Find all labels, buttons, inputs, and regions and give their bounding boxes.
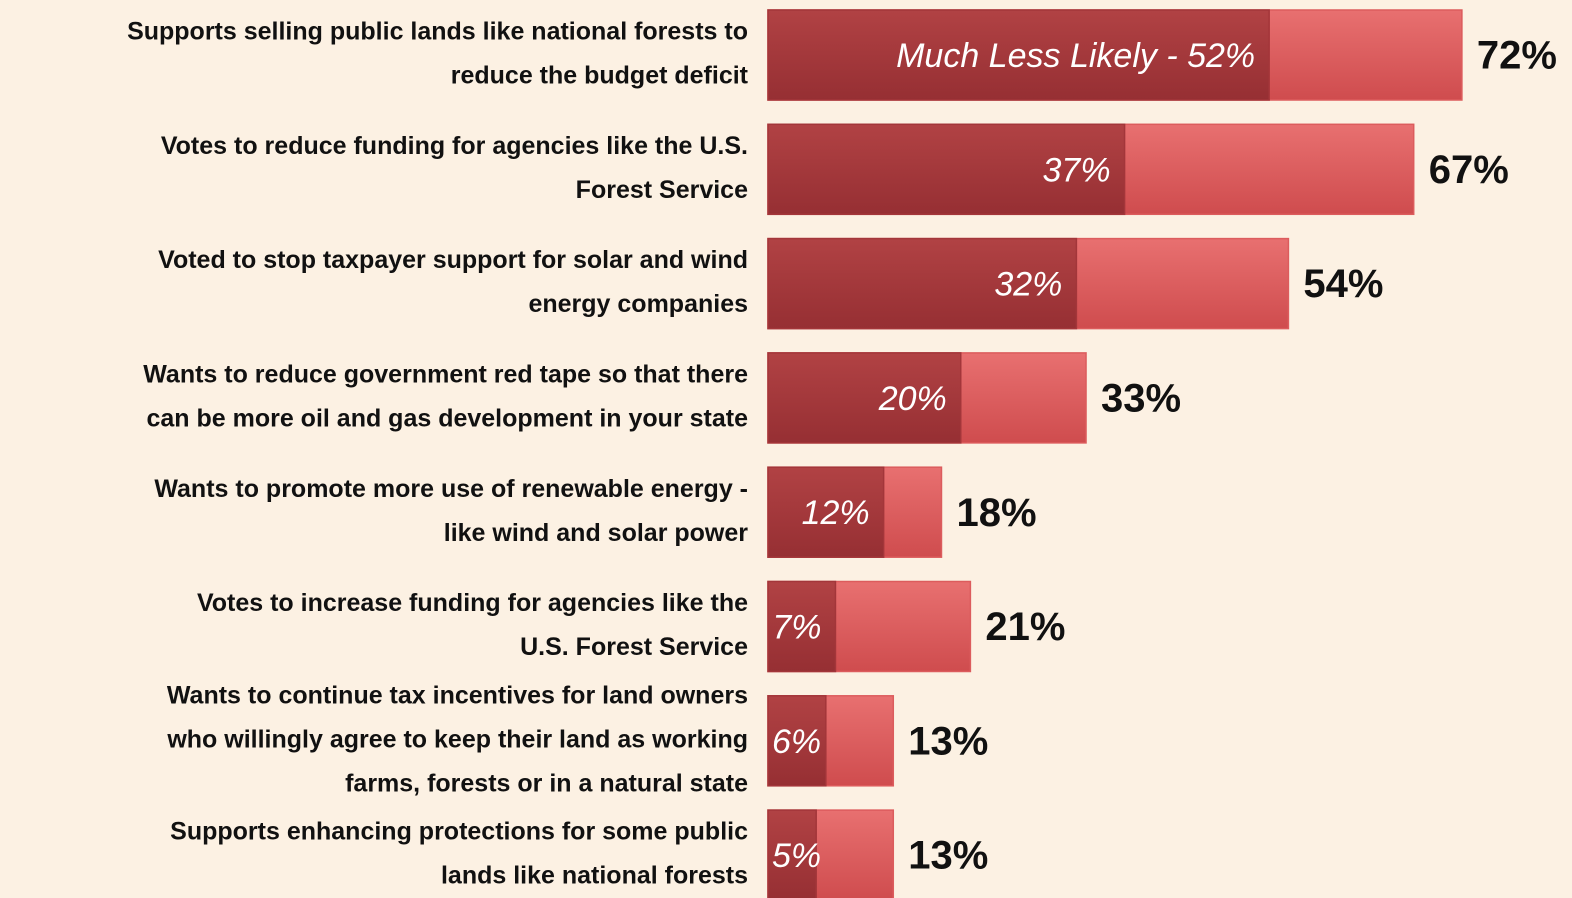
bar bbox=[767, 695, 827, 787]
bar bbox=[767, 809, 817, 898]
category-label: Forest Service bbox=[576, 176, 748, 204]
bar bbox=[767, 580, 837, 673]
segment-label: 32% bbox=[994, 266, 1062, 304]
category-label: like wind and solar power bbox=[444, 519, 749, 547]
segment-label: 7% bbox=[772, 608, 821, 646]
segment-label: 5% bbox=[772, 837, 821, 875]
total-label: 54% bbox=[1303, 262, 1383, 306]
segment-label: 20% bbox=[878, 380, 947, 418]
category-label: reduce the budget deficit bbox=[451, 62, 749, 90]
total-label: 67% bbox=[1429, 148, 1509, 192]
total-label: 21% bbox=[985, 605, 1065, 649]
category-label: Voted to stop taxpayer support for solar… bbox=[158, 246, 748, 274]
category-label: Supports selling public lands like natio… bbox=[127, 18, 748, 46]
bar bbox=[767, 466, 885, 558]
bar bbox=[767, 352, 962, 444]
segment-label: 12% bbox=[802, 494, 870, 532]
category-label: can be more oil and gas development in y… bbox=[146, 405, 748, 433]
total-label: 18% bbox=[956, 491, 1036, 535]
category-label: Votes to reduce funding for agencies lik… bbox=[161, 132, 748, 160]
category-label: Wants to continue tax incentives for lan… bbox=[167, 681, 748, 709]
total-label: 33% bbox=[1101, 376, 1181, 420]
bar bbox=[767, 237, 1078, 330]
category-label: Supports enhancing protections for some … bbox=[170, 818, 748, 846]
segment-label: 6% bbox=[772, 723, 821, 761]
category-label: Votes to increase funding for agencies l… bbox=[197, 589, 748, 617]
segment-label: Much Less Likely - 52% bbox=[896, 37, 1255, 75]
category-label: energy companies bbox=[528, 290, 748, 318]
segment-label: 37% bbox=[1043, 151, 1111, 189]
category-label: U.S. Forest Service bbox=[520, 633, 748, 661]
total-label: 13% bbox=[908, 834, 988, 878]
category-label: Wants to reduce government red tape so t… bbox=[143, 361, 748, 389]
category-label: who willingly agree to keep their land a… bbox=[166, 725, 748, 753]
total-label: 13% bbox=[908, 719, 988, 763]
category-label: lands like national forests bbox=[441, 862, 748, 890]
category-label: Wants to promote more use of renewable e… bbox=[154, 475, 748, 503]
category-label: farms, forests or in a natural state bbox=[345, 769, 748, 797]
bar bbox=[767, 9, 1270, 101]
bar bbox=[767, 123, 1126, 216]
total-label: 72% bbox=[1477, 34, 1557, 78]
